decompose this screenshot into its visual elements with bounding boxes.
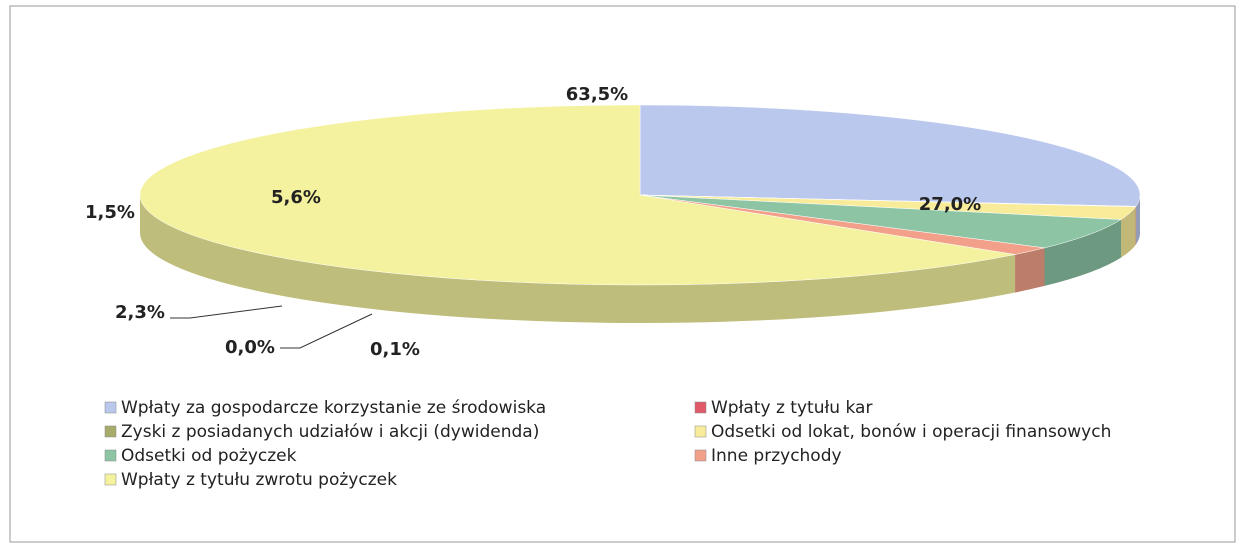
data-label: 27,0% bbox=[919, 194, 981, 215]
legend-label: Wpłaty z tytułu kar bbox=[711, 398, 872, 418]
legend-swatch bbox=[105, 450, 116, 461]
legend-swatch bbox=[695, 450, 706, 461]
data-label: 2,3% bbox=[115, 302, 165, 323]
leader-line bbox=[280, 314, 372, 348]
legend-swatch bbox=[695, 426, 706, 437]
legend-swatch bbox=[105, 426, 116, 437]
legend-swatch bbox=[695, 402, 706, 413]
slice bbox=[640, 105, 1140, 206]
legend-label: Wpłaty za gospodarcze korzystanie ze śro… bbox=[121, 398, 546, 418]
legend-swatch bbox=[105, 402, 116, 413]
data-label: 0,0% bbox=[225, 337, 275, 358]
data-label: 63,5% bbox=[566, 84, 628, 105]
legend-label: Wpłaty z tytułu zwrotu pożyczek bbox=[121, 470, 397, 490]
legend-label: Zyski z posiadanych udziałów i akcji (dy… bbox=[121, 422, 539, 442]
data-label: 5,6% bbox=[271, 187, 321, 208]
data-label: 1,5% bbox=[85, 202, 135, 223]
leader-line bbox=[170, 306, 282, 318]
legend-label: Inne przychody bbox=[711, 446, 842, 466]
legend-swatch bbox=[105, 474, 116, 485]
data-label: 0,1% bbox=[370, 339, 420, 360]
legend-label: Odsetki od pożyczek bbox=[121, 446, 297, 466]
legend-label: Odsetki od lokat, bonów i operacji finan… bbox=[711, 422, 1111, 442]
slice-side-shade bbox=[1015, 248, 1044, 293]
